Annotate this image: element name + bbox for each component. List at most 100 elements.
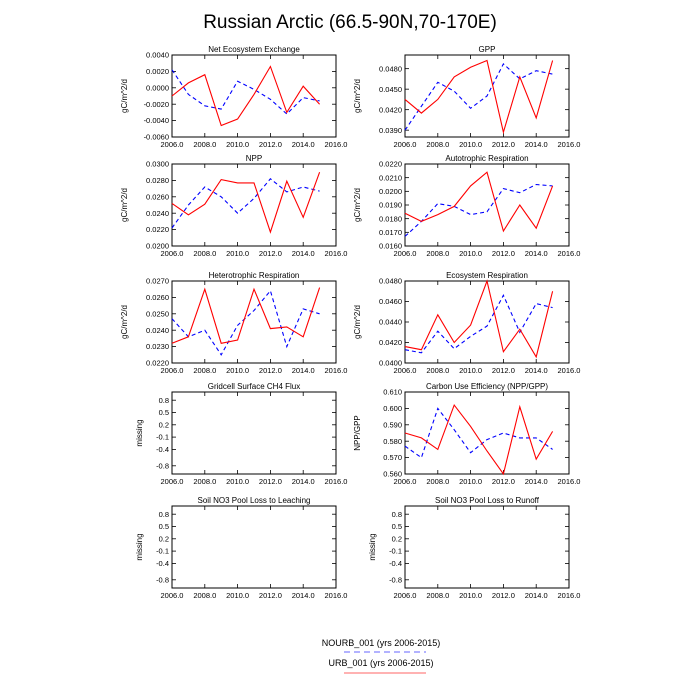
x-tick-label: 2014.0 <box>292 366 315 375</box>
x-tick-label: 2008.0 <box>193 477 216 486</box>
y-tick-label: 0.0220 <box>146 359 169 368</box>
y-tick-label: 0.8 <box>159 396 169 405</box>
x-tick-label: 2016.0 <box>325 249 348 258</box>
y-tick-label: 0.570 <box>383 453 402 462</box>
figure-title: Russian Arctic (66.5-90N,70-170E) <box>203 12 497 33</box>
y-tick-label: -0.1 <box>389 547 402 556</box>
x-tick-label: 2008.0 <box>193 591 216 600</box>
panels: Net Ecosystem Exchange 2006.0 2008.0 2010.0… <box>120 45 580 600</box>
series-line-nourb-001 <box>171 69 320 115</box>
y-tick-label: -0.0020 <box>144 100 169 109</box>
x-tick-label: 2010.0 <box>226 477 249 486</box>
y-tick-label: 0.0240 <box>146 209 169 218</box>
panel-title: Soil NO3 Pool Loss to Runoff <box>435 496 540 505</box>
x-tick-label: 2014.0 <box>292 140 315 149</box>
x-tick-label: 2016.0 <box>558 140 581 149</box>
y-axis-label: gC/m^2/d <box>353 79 362 113</box>
x-tick-label: 2014.0 <box>525 140 548 149</box>
y-tick-label: 0.0260 <box>146 192 169 201</box>
y-tick-label: 0.2 <box>159 534 169 543</box>
y-tick-label: -0.8 <box>156 461 169 470</box>
series-line-nourb-001 <box>171 178 320 229</box>
panel-title: Gridcell Surface CH4 Flux <box>208 382 300 391</box>
x-tick-label: 2006.0 <box>161 140 184 149</box>
y-tick-label: 0.0210 <box>379 173 402 182</box>
legend-label-nourb: NOURB_001 (yrs 2006-2015) <box>322 638 441 648</box>
x-tick-label: 2008.0 <box>426 366 449 375</box>
y-tick-label: 0.0260 <box>146 293 169 302</box>
plot-frame <box>171 280 337 364</box>
panel-ecosystem-respiration: Ecosystem Respiration 2006.0 2008.0 2010.0 2… <box>353 271 580 375</box>
series-line-nourb-001 <box>404 183 553 237</box>
y-tick-label: -0.1 <box>156 433 169 442</box>
y-tick-label: 0.0270 <box>146 277 169 286</box>
y-tick-label: 0.0040 <box>146 51 169 60</box>
x-tick-label: 2010.0 <box>226 249 249 258</box>
series-line-nourb-001 <box>404 294 553 354</box>
plot-frame <box>171 163 337 247</box>
series-line-urb-001 <box>404 171 554 233</box>
panel-title: Carbon Use Efficiency (NPP/GPP) <box>426 382 548 391</box>
y-tick-label: -0.4 <box>156 445 169 454</box>
y-tick-label: 0.0480 <box>379 277 402 286</box>
y-tick-label: -0.4 <box>156 559 169 568</box>
y-tick-label: 0.0240 <box>146 326 169 335</box>
y-tick-label: 0.5 <box>159 522 169 531</box>
x-tick-label: 2008.0 <box>193 249 216 258</box>
y-tick-label: 0.580 <box>383 437 402 446</box>
y-tick-label: 0.600 <box>383 404 402 413</box>
panel-net-ecosystem-exchange: Net Ecosystem Exchange 2006.0 2008.0 2010.0… <box>120 45 347 149</box>
panel-title: Soil NO3 Pool Loss to Leaching <box>198 496 311 505</box>
y-axis-label: missing <box>135 533 144 560</box>
y-tick-label: 0.0170 <box>379 228 402 237</box>
y-tick-label: 0.0190 <box>379 201 402 210</box>
x-tick-label: 2010.0 <box>459 366 482 375</box>
y-tick-label: 0.0460 <box>379 297 402 306</box>
x-tick-label: 2012.0 <box>492 140 515 149</box>
plot-frame <box>404 54 570 138</box>
x-tick-label: 2014.0 <box>292 477 315 486</box>
y-tick-label: 0.0180 <box>379 214 402 223</box>
y-tick-label: 0.0420 <box>379 105 402 114</box>
plot-frame <box>171 505 337 589</box>
y-tick-label: 0.0250 <box>146 309 169 318</box>
y-tick-label: 0.0450 <box>379 85 402 94</box>
series-line-urb-001 <box>171 65 321 127</box>
x-tick-label: 2006.0 <box>394 366 417 375</box>
series-line-urb-001 <box>171 287 321 344</box>
x-tick-label: 2008.0 <box>426 591 449 600</box>
x-tick-label: 2006.0 <box>394 591 417 600</box>
panel-title: Ecosystem Respiration <box>446 271 528 280</box>
x-tick-label: 2016.0 <box>325 140 348 149</box>
x-tick-label: 2012.0 <box>492 591 515 600</box>
x-tick-label: 2016.0 <box>325 591 348 600</box>
x-tick-label: 2016.0 <box>558 591 581 600</box>
x-tick-label: 2012.0 <box>259 366 282 375</box>
y-tick-label: 0.0300 <box>146 160 169 169</box>
y-axis-label: gC/m^2/d <box>120 305 129 339</box>
x-tick-label: 2016.0 <box>325 477 348 486</box>
x-tick-label: 2008.0 <box>426 249 449 258</box>
y-tick-label: 0.0220 <box>146 225 169 234</box>
panel-heterotrophic-respiration: Heterotrophic Respiration 2006.0 2008.0 201… <box>120 271 347 375</box>
y-axis-label: gC/m^2/d <box>353 305 362 339</box>
y-tick-label: 0.0000 <box>146 83 169 92</box>
panel-title: NPP <box>246 154 262 163</box>
x-tick-label: 2008.0 <box>193 140 216 149</box>
x-tick-label: 2010.0 <box>226 591 249 600</box>
y-axis-label: gC/m^2/d <box>353 188 362 222</box>
y-tick-label: 0.8 <box>392 510 402 519</box>
x-tick-label: 2006.0 <box>161 249 184 258</box>
y-tick-label: 0.0200 <box>146 242 169 251</box>
x-tick-label: 2014.0 <box>525 591 548 600</box>
x-tick-label: 2014.0 <box>525 366 548 375</box>
x-tick-label: 2010.0 <box>459 249 482 258</box>
series-line-urb-001 <box>404 403 554 476</box>
x-tick-label: 2006.0 <box>394 140 417 149</box>
panel-gridcell-surface-ch4-flux: Gridcell Surface CH4 Flux 2006.0 2008.0 201… <box>135 382 347 486</box>
y-axis-label: NPP/GPP <box>353 415 362 451</box>
series-line-nourb-001 <box>404 407 553 459</box>
x-tick-label: 2010.0 <box>459 591 482 600</box>
y-tick-label: 0.0220 <box>379 160 402 169</box>
